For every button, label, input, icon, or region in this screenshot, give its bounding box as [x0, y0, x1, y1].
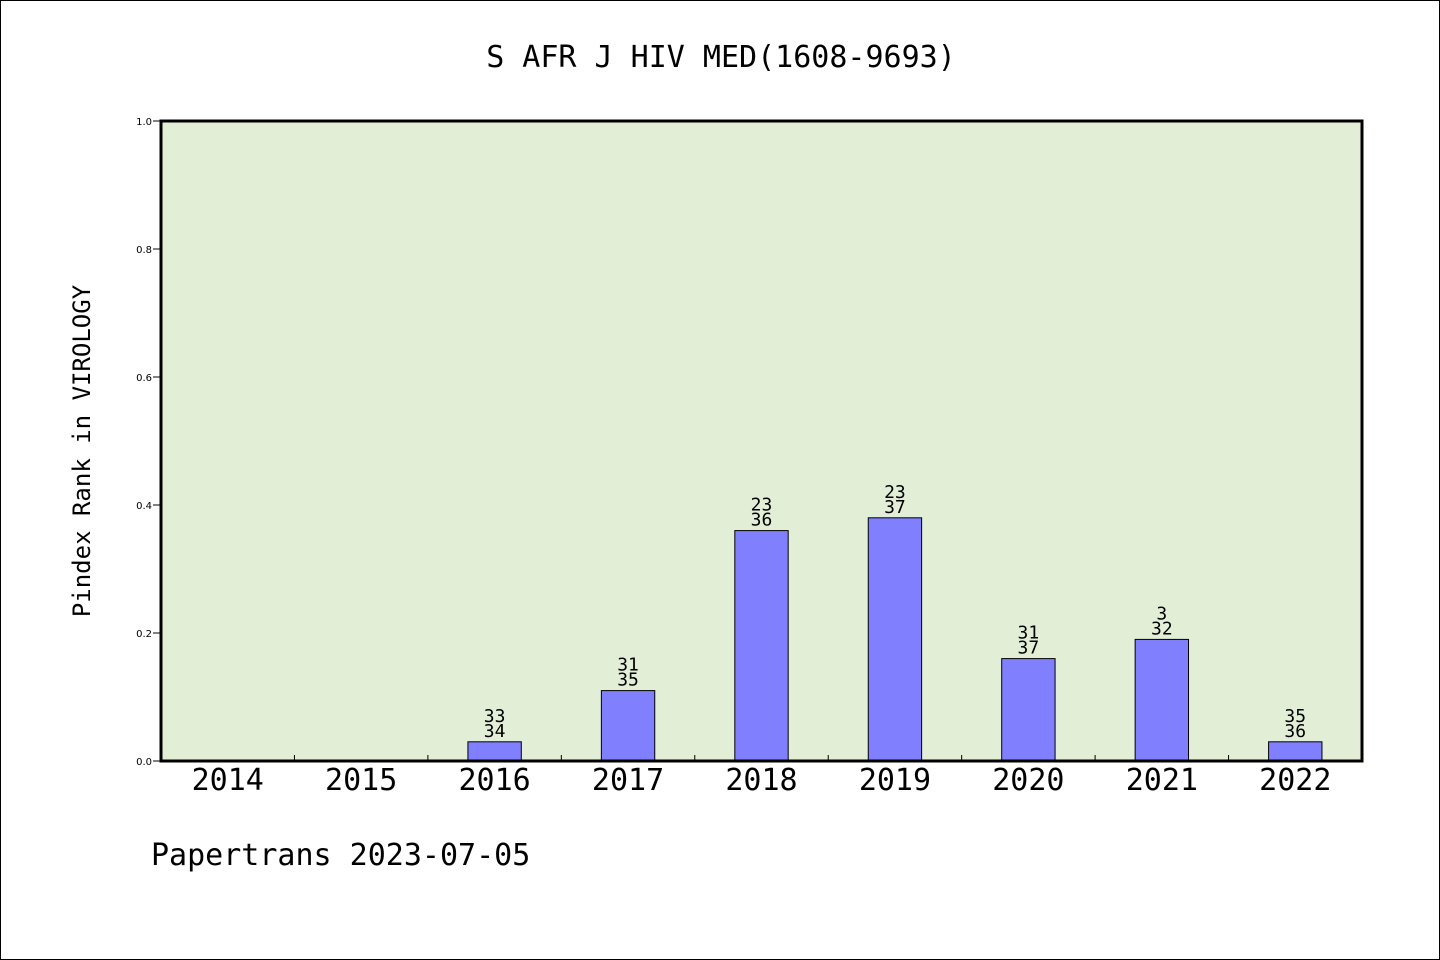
footer-text: Papertrans 2023-07-05: [151, 838, 530, 873]
x-tick-label-2021: 2021: [1126, 763, 1198, 798]
bar-total-label-2017: 35: [617, 670, 639, 691]
bar-2021: [1134, 638, 1190, 762]
bar-rank-label-2017: 31: [617, 655, 639, 676]
y-axis-label: Pindex Rank in VIROLOGY: [68, 284, 96, 617]
y-tick-label-0.4: 0.4: [136, 501, 152, 512]
bar-2020: [1001, 658, 1056, 762]
x-tick-label-2022: 2022: [1259, 763, 1331, 798]
x-tick-label-2017: 2017: [592, 763, 664, 798]
x-tick-label-2015: 2015: [325, 763, 397, 798]
y-tick-label-0.0: 0.0: [136, 757, 152, 768]
y-tick-label-1.0: 1.0: [136, 117, 152, 128]
bar-rank-label-2018: 23: [751, 495, 773, 516]
bar-total-label-2016: 34: [484, 721, 506, 742]
bar-2018: [734, 530, 789, 762]
x-tick-label-2018: 2018: [725, 763, 797, 798]
bar-2022: [1268, 741, 1323, 762]
bar-2016: [467, 741, 522, 762]
bar-total-label-2018: 36: [751, 510, 773, 531]
bar-total-label-2020: 37: [1018, 638, 1040, 659]
x-tick-label-2016: 2016: [458, 763, 530, 798]
plot-border: [159, 119, 1364, 763]
bar-rank-label-2021: 3: [1156, 603, 1167, 624]
bar-rank-label-2016: 33: [484, 706, 506, 727]
chart-title: S AFR J HIV MED(1608-9693): [486, 40, 956, 75]
y-tick-label-0.8: 0.8: [136, 245, 152, 256]
x-tick-label-2019: 2019: [859, 763, 931, 798]
bar-2019: [867, 517, 923, 762]
y-tick-label-0.6: 0.6: [136, 373, 152, 384]
bar-total-label-2022: 36: [1284, 721, 1306, 742]
y-tick-label-0.2: 0.2: [136, 629, 152, 640]
x-tick-label-2020: 2020: [992, 763, 1064, 798]
x-tick-labels: 2014 2015 2016 2017 2018 2019 2020 2021 2022: [192, 763, 1332, 798]
bar-rank-label-2020: 31: [1018, 623, 1040, 644]
x-tick-label-2014: 2014: [192, 763, 264, 798]
bar-total-label-2021: 32: [1151, 618, 1173, 639]
bar-2017: [600, 690, 656, 762]
bar-rank-label-2019: 23: [884, 482, 906, 503]
bar-total-label-2019: 37: [884, 497, 906, 518]
bar-rank-label-2022: 35: [1284, 706, 1306, 727]
